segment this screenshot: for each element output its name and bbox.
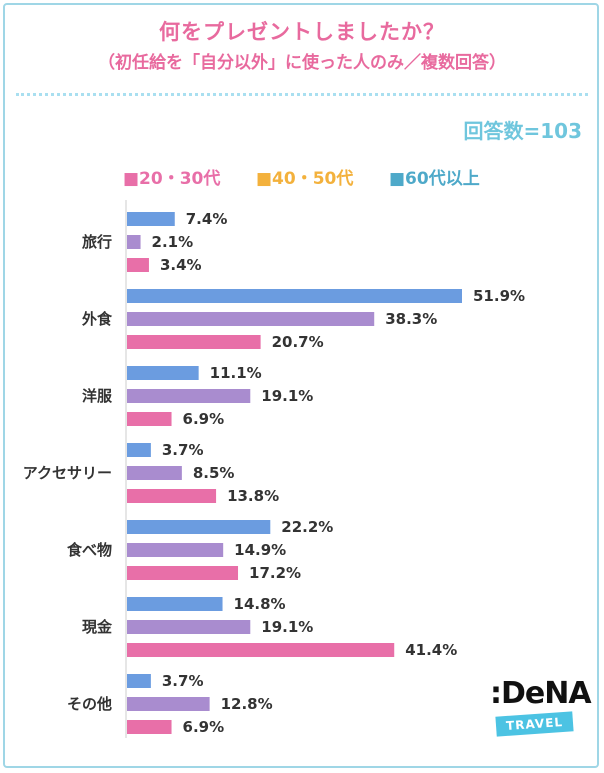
value-label: 8.5% <box>193 464 235 482</box>
value-label: 41.4% <box>405 641 457 659</box>
category-label: 洋服 <box>82 387 113 405</box>
chart-frame <box>3 3 599 768</box>
value-label: 17.2% <box>249 564 301 582</box>
value-label: 3.7% <box>162 672 204 690</box>
chart-subtitle: （初任給を「自分以外」に使った人のみ／複数回答） <box>98 53 506 73</box>
bar <box>127 566 239 580</box>
value-label: 6.9% <box>183 410 225 428</box>
category-label: アクセサリー <box>23 464 112 482</box>
value-label: 2.1% <box>152 233 194 251</box>
bar <box>127 597 223 611</box>
logo-sub-text: TRAVEL <box>495 711 574 737</box>
legend-item-60-plus: ■60代以上 <box>389 164 480 189</box>
category-label: 食べ物 <box>67 541 112 559</box>
legend: ■20・30代 ■40・50代 ■60代以上 <box>0 164 604 189</box>
category-label: 外食 <box>81 310 113 328</box>
bar <box>127 412 172 426</box>
bar <box>127 258 149 272</box>
legend-item-40-50: ■40・50代 <box>256 164 353 189</box>
bar <box>127 335 261 349</box>
legend-label-40-50: ■40・50代 <box>256 169 354 189</box>
bar <box>127 235 141 249</box>
bar <box>127 720 172 734</box>
bar <box>127 212 175 226</box>
bar <box>127 520 271 534</box>
value-label: 7.4% <box>186 210 228 228</box>
bar <box>127 620 251 634</box>
value-label: 51.9% <box>473 287 525 305</box>
bar <box>127 443 151 457</box>
category-label: 現金 <box>82 618 113 636</box>
value-label: 19.1% <box>261 387 313 405</box>
bar <box>127 366 199 380</box>
value-label: 20.7% <box>272 333 324 351</box>
bar <box>127 697 210 711</box>
legend-item-20-30: ■20・30代 <box>123 164 220 189</box>
value-label: 14.8% <box>234 595 286 613</box>
legend-label-20-30: ■20・30代 <box>123 169 221 189</box>
value-label: 3.7% <box>162 441 204 459</box>
category-label: 旅行 <box>82 233 112 251</box>
value-label: 11.1% <box>210 364 262 382</box>
value-label: 22.2% <box>281 518 333 536</box>
bar <box>127 389 251 403</box>
category-label: その他 <box>67 695 112 713</box>
bar <box>127 643 395 657</box>
chart-title: 何をプレゼントしましたか？ <box>159 20 445 44</box>
bar <box>127 674 151 688</box>
bar <box>127 543 224 557</box>
value-label: 3.4% <box>160 256 202 274</box>
value-label: 12.8% <box>221 695 273 713</box>
bar <box>127 466 182 480</box>
value-label: 6.9% <box>183 718 225 736</box>
value-label: 13.8% <box>227 487 279 505</box>
value-label: 38.3% <box>385 310 437 328</box>
bar <box>127 289 462 303</box>
bar <box>127 312 375 326</box>
dotted-divider <box>16 93 588 96</box>
dena-travel-logo: :DeNA TRAVEL <box>484 676 594 746</box>
respondent-count: 回答数=103 <box>463 119 582 143</box>
value-label: 19.1% <box>261 618 313 636</box>
legend-label-60-plus: ■60代以上 <box>389 169 480 189</box>
bar <box>127 489 217 503</box>
value-label: 14.9% <box>234 541 286 559</box>
logo-main-text: :DeNA <box>490 676 592 711</box>
